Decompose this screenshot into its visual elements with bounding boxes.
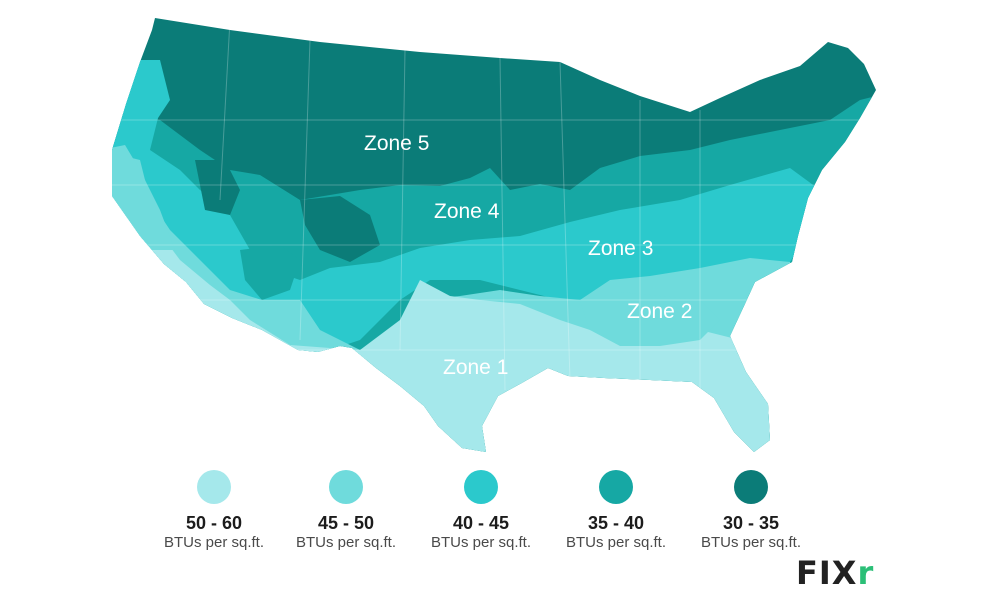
zone4-southwest-patch [240, 245, 300, 300]
legend-unit: BTUs per sq.ft. [700, 534, 802, 551]
zone2-west-patch [112, 145, 175, 250]
legend-unit: BTUs per sq.ft. [565, 534, 667, 551]
legend-range: 35 - 40 [587, 513, 645, 533]
legend-unit: BTUs per sq.ft. [430, 534, 532, 551]
logo-accent: r [857, 554, 875, 592]
legend-range: 30 - 35 [722, 513, 780, 533]
logo-main: FIX [796, 554, 858, 592]
zone5-label: Zone 5 [364, 132, 429, 155]
legend-item: 35 - 40 BTUs per sq.ft. [548, 470, 684, 553]
legend-swatch [734, 470, 768, 504]
us-zone-map: Zone 5 Zone 4 Zone 3 Zone 2 Zone 1 [112, 18, 876, 452]
legend-range: 45 - 50 [317, 513, 375, 533]
legend-swatch [599, 470, 633, 504]
fixr-logo: FIXr [796, 556, 886, 590]
legend: 50 - 60 BTUs per sq.ft. 45 - 50 BTUs per… [0, 470, 1000, 553]
legend-swatch [329, 470, 363, 504]
legend-swatch [197, 470, 231, 504]
zone2-label: Zone 2 [627, 300, 692, 323]
state-borders [112, 19, 876, 391]
legend-item: 50 - 60 BTUs per sq.ft. [146, 470, 282, 553]
legend-item: 30 - 35 BTUs per sq.ft. [683, 470, 819, 553]
zone5-mountain-patch [300, 196, 380, 262]
legend-unit: BTUs per sq.ft. [295, 534, 397, 551]
legend-range: 40 - 45 [452, 513, 510, 533]
zone1-label: Zone 1 [443, 356, 508, 379]
zone3-label: Zone 3 [588, 237, 653, 260]
zone5-nevada-patch [195, 160, 240, 215]
legend-range: 50 - 60 [185, 513, 243, 533]
legend-swatch [464, 470, 498, 504]
legend-item: 40 - 45 BTUs per sq.ft. [413, 470, 549, 553]
legend-unit: BTUs per sq.ft. [163, 534, 265, 551]
zone2-southeast-patch [580, 292, 720, 346]
legend-item: 45 - 50 BTUs per sq.ft. [278, 470, 414, 553]
zone4-label: Zone 4 [434, 200, 500, 223]
